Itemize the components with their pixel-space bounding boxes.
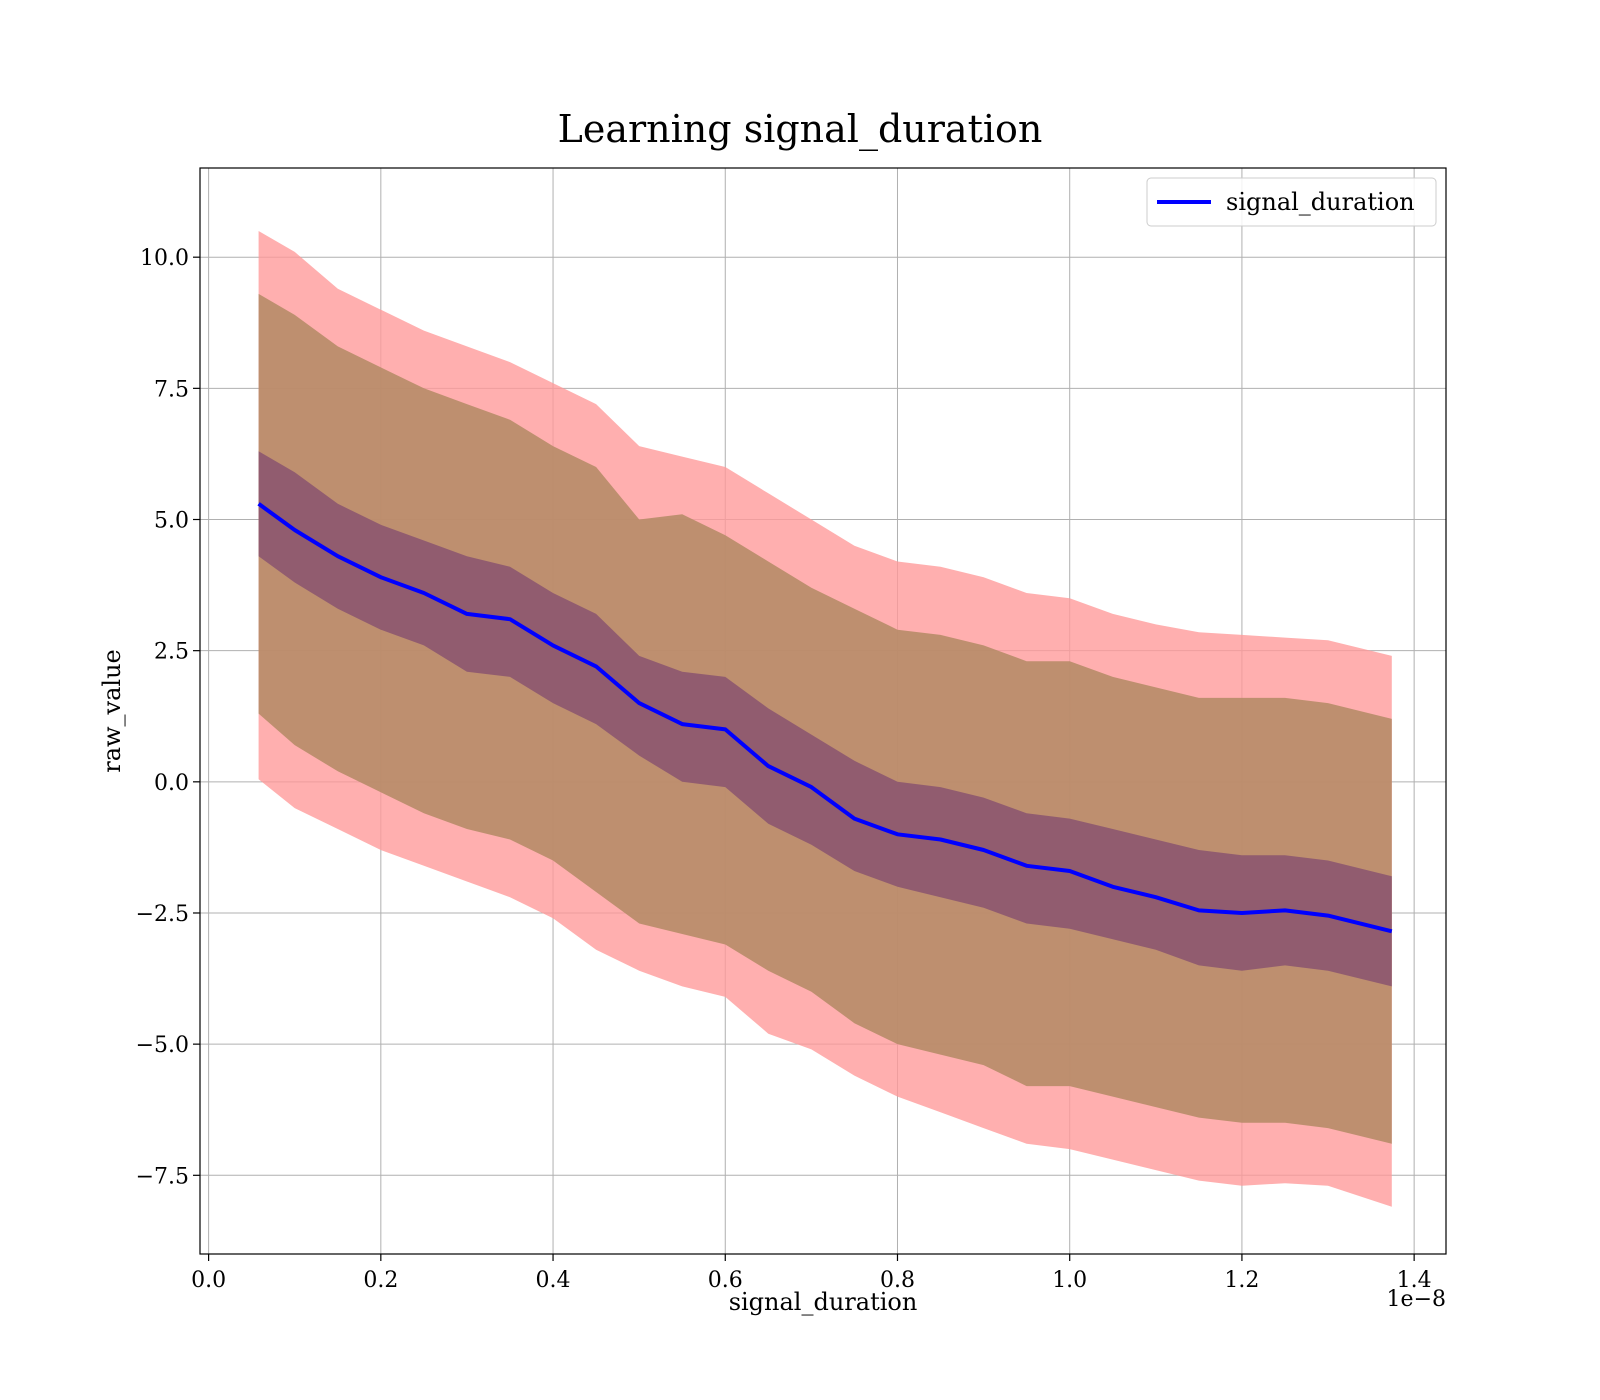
legend: signal_duration bbox=[1146, 177, 1437, 227]
x-tick-label: 0.6 bbox=[708, 1268, 743, 1293]
y-tick-label: −7.5 bbox=[136, 1164, 189, 1189]
y-axis-label: raw_value bbox=[98, 649, 126, 773]
x-tick-label: 1.2 bbox=[1224, 1268, 1259, 1293]
plot-frame bbox=[199, 167, 1447, 1255]
x-tick-label: 1.0 bbox=[1052, 1268, 1087, 1293]
x-tick-label: 0.4 bbox=[536, 1268, 571, 1293]
y-tick-label: 0.0 bbox=[154, 771, 189, 796]
x-tick-label: 0.2 bbox=[363, 1268, 398, 1293]
y-tick-label: 5.0 bbox=[154, 509, 189, 534]
x-axis-ticks: 0.0 0.2 0.4 0.6 0.8 1.0 1.2 1.4 bbox=[191, 1254, 1432, 1293]
chart-title: Learning signal_duration bbox=[558, 107, 1043, 152]
series-line-signal-duration bbox=[257, 502, 1393, 934]
y-tick-label: 10.0 bbox=[140, 246, 189, 271]
x-tick-label: 1.4 bbox=[1397, 1268, 1432, 1293]
x-tick-label: 0.0 bbox=[191, 1268, 226, 1293]
x-tick-label: 0.8 bbox=[880, 1268, 915, 1293]
x-axis-offset-label: 1e−8 bbox=[1387, 1287, 1446, 1312]
legend-box bbox=[1146, 177, 1437, 227]
series-lines bbox=[257, 502, 1393, 934]
y-tick-label: −2.5 bbox=[136, 902, 189, 927]
inner-band bbox=[258, 451, 1392, 987]
confidence-bands bbox=[258, 231, 1392, 1207]
y-axis-ticks: −7.5 −5.0 −2.5 0.0 2.5 5.0 7.5 10.0 bbox=[136, 246, 200, 1189]
y-tick-label: 7.5 bbox=[154, 377, 189, 402]
y-tick-label: −5.0 bbox=[136, 1033, 189, 1058]
legend-label-signal-duration: signal_duration bbox=[1226, 188, 1415, 216]
y-tick-label: 2.5 bbox=[154, 640, 189, 665]
x-axis-label: signal_duration bbox=[729, 1288, 918, 1316]
